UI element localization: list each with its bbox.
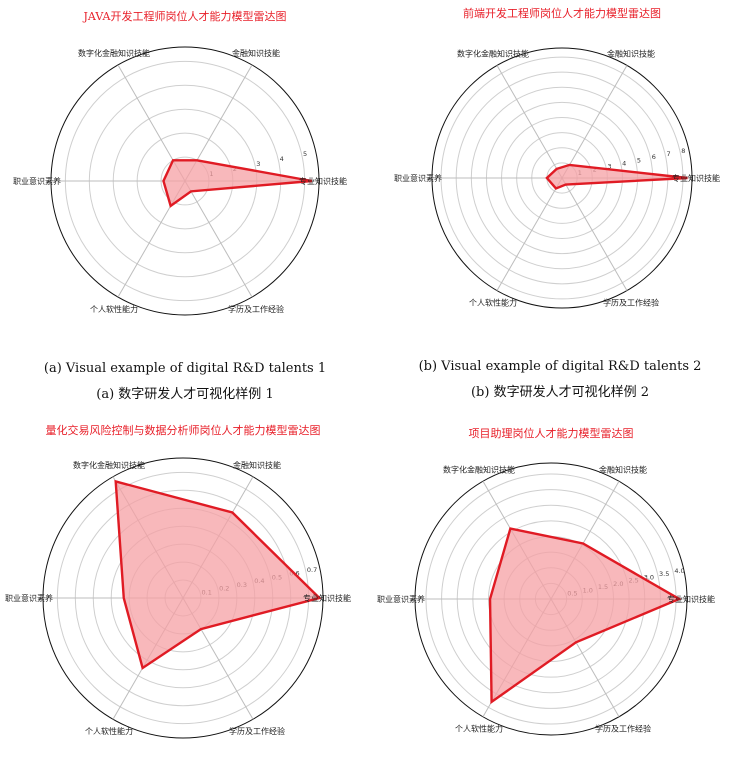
axis-label: 数字化金融知识技能: [443, 464, 515, 474]
data-polygon: [545, 163, 688, 190]
caption-zh-2: (b) 数字研发人才可视化样例 2: [471, 384, 649, 400]
tick-label: 7: [667, 150, 671, 158]
spoke: [561, 65, 628, 179]
axis-label: 职业意识素养: [5, 593, 53, 603]
axis-label: 学历及工作经验: [229, 726, 285, 736]
axis-label: 数字化金融知识技能: [457, 48, 529, 58]
radar-chart-1: JAVA开发工程师岗位人才能力模型雷达图12345数字化金融知识技能金融知识技能…: [13, 9, 347, 316]
chart-title: 量化交易风险控制与数据分析师岗位人才能力模型雷达图: [46, 423, 321, 437]
radar-chart-3: 量化交易风险控制与数据分析师岗位人才能力模型雷达图0.10.20.30.40.5…: [5, 423, 351, 739]
spoke: [496, 177, 563, 291]
data-polygon: [114, 479, 322, 670]
axis-label: 数字化金融知识技能: [73, 460, 145, 470]
axis-label: 个人软性能力: [85, 726, 133, 736]
tick-label: 4.0: [674, 567, 684, 575]
tick-label: 6: [652, 153, 656, 161]
axis-label: 个人软性能力: [455, 724, 503, 734]
axis-label: 金融知识技能: [233, 460, 281, 470]
radar-chart-2: 前端开发工程师岗位人才能力模型雷达图12345678数字化金融知识技能金融知识技…: [394, 6, 720, 309]
axis-label: 职业意识素养: [13, 176, 61, 186]
tick-label: 3: [607, 163, 611, 171]
axis-label: 学历及工作经验: [595, 724, 651, 734]
chart-title: 项目助理岗位人才能力模型雷达图: [469, 426, 634, 440]
radar-chart-4: 项目助理岗位人才能力模型雷达图0.51.01.52.02.53.03.54.0数…: [377, 426, 715, 736]
axis-label: 专业知识技能: [299, 176, 347, 186]
axis-label: 金融知识技能: [232, 48, 280, 58]
tick-label: 4: [622, 159, 626, 167]
captions: (a) Visual example of digital R&D talent…: [44, 359, 702, 402]
axis-label: 数字化金融知识技能: [78, 48, 150, 58]
axis-label: 职业意识素养: [394, 173, 442, 183]
axis-label: 学历及工作经验: [603, 298, 659, 308]
data-polygon: [162, 159, 313, 208]
axis-label: 个人软性能力: [469, 298, 517, 308]
tick-label: 8: [681, 147, 685, 155]
axis-label: 专业知识技能: [667, 594, 715, 604]
tick-label: 3.0: [644, 573, 654, 581]
axis-label: 金融知识技能: [599, 464, 647, 474]
axis-label: 学历及工作经验: [228, 304, 284, 314]
spoke: [184, 180, 253, 298]
axis-label: 个人软性能力: [90, 304, 138, 314]
axis-label: 职业意识素养: [377, 594, 425, 604]
caption-en-2: (b) Visual example of digital R&D talent…: [419, 359, 702, 374]
tick-label: 3.5: [659, 570, 669, 578]
axis-label: 金融知识技能: [607, 48, 655, 58]
tick-label: 3: [256, 160, 260, 168]
spoke: [496, 65, 563, 179]
spoke: [561, 177, 628, 291]
tick-label: 5: [637, 156, 641, 164]
chart-title: JAVA开发工程师岗位人才能力模型雷达图: [83, 9, 287, 23]
axis-label: 专业知识技能: [672, 173, 720, 183]
caption-en-1: (a) Visual example of digital R&D talent…: [44, 361, 326, 376]
caption-zh-1: (a) 数字研发人才可视化样例 1: [96, 386, 273, 402]
tick-label: 4: [280, 155, 284, 163]
chart-title: 前端开发工程师岗位人才能力模型雷达图: [463, 6, 661, 20]
tick-label: 5: [303, 150, 307, 158]
tick-label: 0.7: [307, 566, 317, 574]
axis-label: 专业知识技能: [303, 593, 351, 603]
